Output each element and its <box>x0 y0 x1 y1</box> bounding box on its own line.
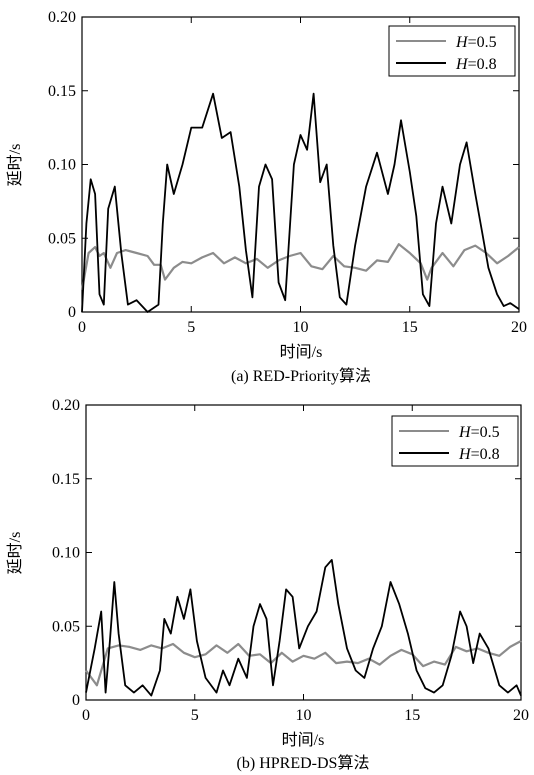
y-tick-label: 0.05 <box>48 230 76 247</box>
y-axis-label: 延时/s <box>6 144 24 187</box>
x-tick-label: 15 <box>402 319 418 336</box>
legend-label-h05: H=0.5 <box>455 34 497 51</box>
y-tick-label: 0.20 <box>52 397 80 414</box>
y-axis-label: 延时/s <box>6 532 24 575</box>
series-line-h08 <box>85 559 522 697</box>
series-layer <box>80 92 520 313</box>
x-tick-label: 0 <box>78 319 86 336</box>
panel-a: 0 5 10 15 20 0 0.05 0.10 0.15 0.20 H=0.5 H=0.8 延时… <box>6 9 527 385</box>
panel-caption: (b) HPRED-DS算法 <box>237 753 370 772</box>
x-tick-label: 10 <box>296 707 312 724</box>
x-tick-label: 0 <box>82 707 90 724</box>
series-layer <box>85 559 522 697</box>
x-tick-label: 5 <box>191 707 199 724</box>
legend-label-h08: H=0.8 <box>455 56 497 73</box>
legend-box <box>388 25 516 77</box>
x-tick-label: 20 <box>511 319 527 336</box>
legend-label-h08: H=0.8 <box>458 446 500 463</box>
y-tick-label: 0.20 <box>48 9 76 26</box>
y-tick-label: 0 <box>68 304 76 321</box>
x-tick-label: 15 <box>404 707 420 724</box>
x-axis-label: 时间/s <box>282 731 325 749</box>
y-tick-label: 0.05 <box>52 618 80 635</box>
x-tick-label: 10 <box>293 319 309 336</box>
x-tick-label: 20 <box>513 707 529 724</box>
y-tick-label: 0 <box>72 692 80 709</box>
axis-layer: 0 5 10 15 20 0 0.05 0.10 0.15 0.20 <box>48 9 527 336</box>
legend-box <box>391 415 519 467</box>
legend: H=0.5 H=0.8 <box>388 25 516 77</box>
series-line-h05 <box>85 640 522 687</box>
x-tick-label: 5 <box>187 319 195 336</box>
legend-label-h05: H=0.5 <box>458 424 500 441</box>
panel-caption: (a) RED-Priority算法 <box>231 366 371 385</box>
axis-layer: 0 5 10 15 20 0 0.05 0.10 0.15 0.20 <box>52 397 529 724</box>
y-tick-label: 0.15 <box>52 471 80 488</box>
y-tick-label: 0.15 <box>48 83 76 100</box>
x-axis-label: 时间/s <box>280 343 323 361</box>
series-line-h08 <box>81 92 520 313</box>
panel-b: 0 5 10 15 20 0 0.05 0.10 0.15 0.20 H=0.5 H=0.8 延时… <box>6 397 529 772</box>
legend: H=0.5 H=0.8 <box>391 415 519 467</box>
y-tick-label: 0.10 <box>48 157 76 174</box>
series-line-h05 <box>80 243 520 291</box>
y-tick-label: 0.10 <box>52 545 80 562</box>
